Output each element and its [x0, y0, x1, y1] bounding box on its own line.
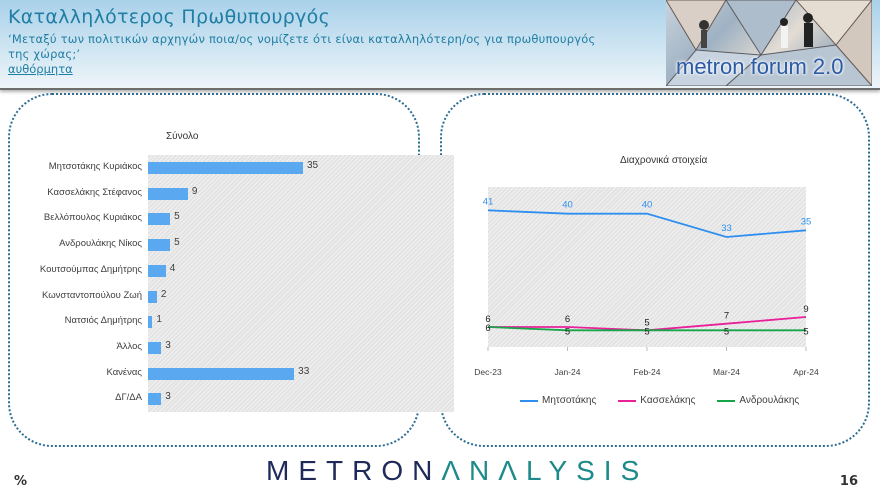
metron-analysis-logo: METRONΛNΛLYSIS	[266, 455, 649, 486]
bar-category-label: Ανδρουλάκης Νίκος	[59, 238, 142, 250]
svg-text:35: 35	[801, 216, 812, 227]
bar-row: Ανδρουλάκης Νίκος 5	[59, 232, 454, 258]
svg-text:6: 6	[485, 323, 490, 334]
page-number: 16	[839, 474, 858, 489]
bar-chart-title: Σύνολο	[166, 131, 199, 142]
bar-category-label: Κουτσούμπας Δημήτρης	[39, 263, 142, 275]
bar-category-label: Κασσελάκης Στέφανος	[47, 186, 142, 198]
x-tick-label: Jan-24	[554, 367, 581, 377]
bar-value-label: 5	[174, 237, 180, 249]
bar	[148, 367, 295, 380]
bar	[148, 341, 162, 354]
bar-chart-plot: Μητσοτάκης Κυριάκος 35 Κασσελάκης Στέφανος…	[40, 155, 454, 412]
bar-category-label: Μητσοτάκης Κυριάκος	[48, 161, 142, 172]
bar-value-label: 33	[298, 365, 310, 377]
bar-value-label: 2	[160, 288, 167, 300]
svg-text:40: 40	[562, 200, 573, 211]
svg-text:5: 5	[644, 317, 649, 328]
svg-text:9: 9	[803, 304, 808, 315]
svg-text:33: 33	[721, 223, 732, 234]
svg-text:5: 5	[803, 326, 808, 337]
line-chart-legend: Μητσοτάκης Κασσελάκης Ανδρουλάκης	[520, 395, 799, 406]
bar	[148, 187, 188, 200]
x-tick-label: Feb-24	[633, 367, 661, 377]
line-chart-title: Διαχρονικά στοιχεία	[620, 155, 708, 166]
bar-row: Κανένας 33	[106, 361, 454, 387]
bar	[148, 162, 303, 174]
bar	[148, 239, 171, 252]
bar-value-label: 3	[165, 391, 171, 403]
bar-value-label: 35	[307, 160, 319, 171]
legend-swatch-icon	[520, 399, 538, 402]
bar-row: Νατσιός Δημήτρης 1	[65, 309, 454, 335]
bar-category-label: Νατσιός Δημήτρης	[64, 315, 142, 327]
metron-forum-logo: metron forum 2.0	[666, 0, 872, 86]
bar-category-label: Άλλος	[116, 340, 142, 352]
bar-value-label: 9	[191, 185, 198, 197]
svg-text:5: 5	[565, 326, 570, 337]
bar	[148, 264, 166, 277]
svg-text:7: 7	[724, 311, 729, 322]
bar-value-label: 3	[165, 339, 171, 351]
page-title: Καταλληλότερος Πρωθυπουργός	[8, 6, 331, 28]
svg-text:5: 5	[644, 326, 649, 337]
unit-label: %	[14, 474, 28, 489]
bar-row: Κουτσούμπας Δημήτρης 4	[40, 258, 454, 284]
svg-text:6: 6	[485, 314, 490, 325]
bar-category-label: Κωνσταντοπούλου Ζωή	[41, 289, 142, 301]
bar-row: Μητσοτάκης Κυριάκος 35	[49, 155, 454, 181]
legend-item-mitsotakis: Μητσοτάκης	[520, 395, 596, 406]
bar	[148, 213, 171, 226]
bar-value-label: 1	[156, 314, 162, 326]
bar	[148, 316, 153, 329]
header-banner: Καταλληλότερος Πρωθυπουργός ‘Μεταξύ των …	[0, 0, 880, 90]
legend-swatch-icon	[717, 399, 736, 402]
bar-category-label: Κανένας	[106, 366, 142, 378]
legend-item-kasselakis: Κασσελάκης	[618, 395, 695, 406]
bar-value-label: 4	[169, 262, 176, 274]
svg-text:41: 41	[483, 196, 494, 207]
svg-text:5: 5	[724, 326, 729, 337]
bar	[148, 393, 162, 406]
bar-row: Κασσελάκης Στέφανος 9	[47, 181, 454, 207]
legend-swatch-icon	[618, 399, 637, 402]
bar-row: ΔΓ/ΔΑ 3	[115, 386, 454, 412]
legend-item-androulakis: Ανδρουλάκης	[717, 395, 799, 406]
bar-row: Κωνσταντοπούλου Ζωή 2	[42, 284, 454, 310]
bar-row: Άλλος 3	[116, 335, 454, 361]
svg-text:6: 6	[565, 314, 570, 325]
svg-text:40: 40	[642, 200, 653, 211]
bar-category-label: ΔΓ/ΔΑ	[115, 392, 142, 404]
bar	[148, 290, 157, 303]
bar-value-label: 5	[174, 211, 180, 223]
x-tick-label: Dec-23	[474, 367, 502, 377]
bar-row: Βελλόπουλος Κυριάκος 5	[44, 206, 454, 232]
mosaic-background-icon	[666, 0, 872, 86]
bar-category-label: Βελλόπουλος Κυριάκος	[43, 212, 142, 224]
x-tick-label: Apr-24	[793, 367, 819, 377]
note-spontaneous: αυθόρμητα	[8, 62, 73, 76]
x-tick-label: Mar-24	[713, 367, 740, 377]
question-text: ‘Μεταξύ των πολιτικών αρχηγών ποια/ος νο…	[8, 32, 596, 61]
